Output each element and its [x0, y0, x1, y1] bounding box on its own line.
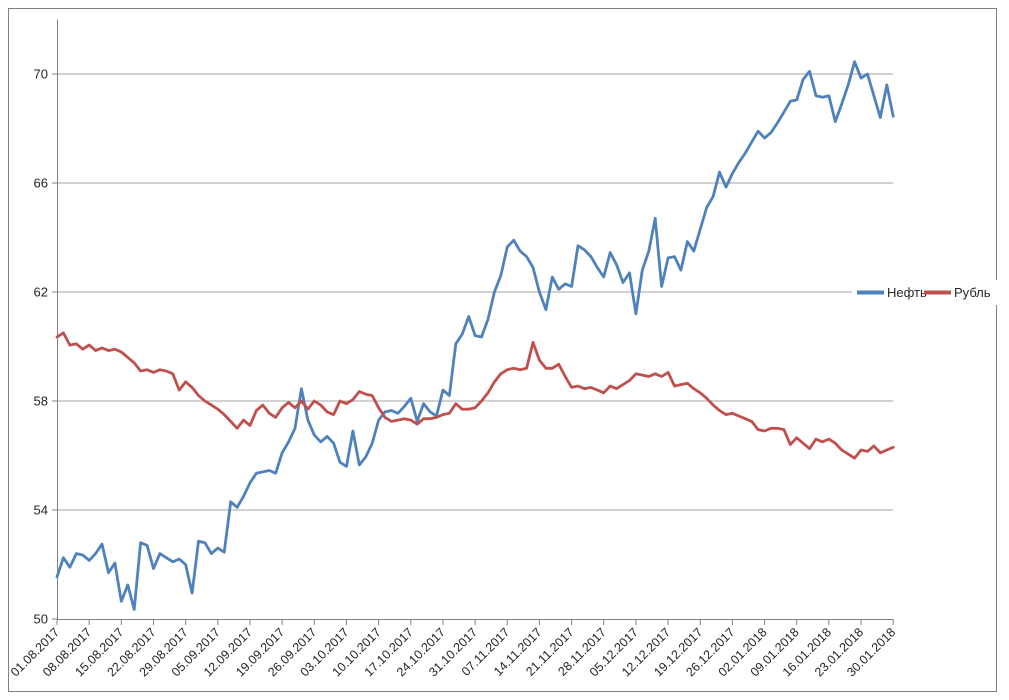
y-tick-label: 66 — [34, 176, 48, 191]
y-tick-label: 62 — [34, 285, 48, 300]
legend-item-ruble: Рубль — [924, 285, 991, 300]
legend-label-ruble: Рубль — [954, 285, 991, 300]
legend-label-oil: Нефть — [887, 285, 927, 300]
y-tick-label: 50 — [34, 612, 48, 627]
y-tick-label: 54 — [34, 503, 48, 518]
legend-item-oil: Нефть — [857, 285, 927, 300]
series-line-oil — [55, 60, 895, 611]
chart-border — [8, 8, 997, 692]
y-tick-label: 58 — [34, 394, 48, 409]
y-tick-label: 70 — [34, 67, 48, 82]
legend: Нефть Рубль — [852, 280, 998, 305]
series-line-ruble — [55, 331, 895, 460]
